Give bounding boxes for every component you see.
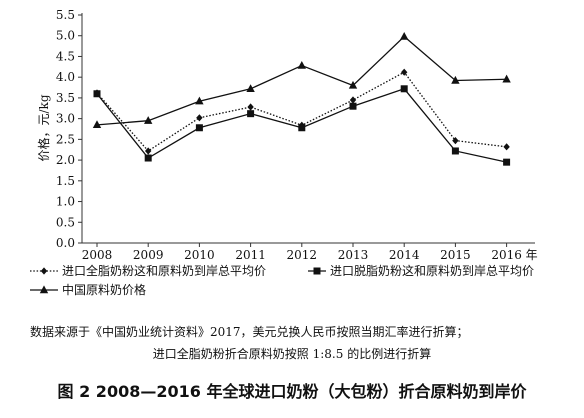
line-chart: 价格，元/kg 0.0 0.5 1.0 1.5 2.0 2.5 3.0 3.5 4.0 4.5 5.… [30,8,538,297]
y-tick-label: 0.0 [56,236,75,250]
legend-label: 中国原料奶价格 [62,282,146,297]
legend-item-diamond: 进口全脂奶粉这和原料奶到岸总平均价 [30,263,266,278]
data-point [196,114,203,122]
x-tick-label: 2013 [338,248,369,262]
data-point [144,116,153,124]
y-tick-label: 2.5 [56,132,75,146]
y-tick-label: 2.0 [56,153,75,167]
data-point [348,80,358,89]
y-tick-label: 1.5 [56,174,75,188]
data-point [246,84,255,92]
data-point [451,75,460,84]
data-point [195,96,204,105]
x-tick-label: 2011 [235,248,266,262]
x-tick-label: 2016 [491,248,522,262]
y-tick-label: 3.5 [56,91,75,105]
data-point [503,158,511,166]
data-point [247,103,254,111]
y-tick-label: 5.0 [56,29,75,43]
data-point [401,68,408,76]
x-tick-label: 2014 [389,248,420,262]
x-unit-label: 年 [526,248,538,262]
x-tick-label: 2010 [184,248,215,262]
data-point [92,120,102,129]
y-tick-label: 1.0 [56,195,75,209]
y-tick-label: 3.0 [56,112,75,126]
y-axis: 0.0 0.5 1.0 1.5 2.0 2.5 3.0 3.5 4.0 4.5 5.0 5.5 [56,8,83,250]
legend-item-square: 进口脱脂奶粉这和原料奶到岸总平均价 [308,263,534,278]
legend-marker [313,267,321,275]
data-point [503,143,510,151]
x-tick-label: 2015 [440,248,471,262]
y-tick-label: 5.5 [56,8,75,22]
source-note-line-2: 进口全脂奶粉折合原料奶按照 1:8.5 的比例进行折算 [152,347,432,361]
data-point [297,60,306,69]
data-point [349,102,357,110]
series-line [96,35,507,126]
series-triangle [92,31,511,129]
x-axis: 2008 2009 2010 2011 2012 2013 2014 2015 2016 年 [82,242,538,262]
legend-label: 进口脱脂奶粉这和原料奶到岸总平均价 [330,263,534,278]
x-tick-label: 2012 [287,248,318,262]
x-tick-label: 2008 [82,248,113,262]
series-group [92,31,511,166]
data-point [298,124,306,132]
legend: 进口全脂奶粉这和原料奶到岸总平均价 进口脱脂奶粉这和原料奶到岸总平均价中国原料奶价… [30,263,534,297]
series-square [93,85,511,166]
data-point [145,147,152,155]
data-point [400,85,408,93]
data-point [452,137,459,145]
data-point [349,96,357,104]
y-tick-label: 4.5 [56,49,75,63]
data-point [451,147,459,155]
data-point [195,124,203,132]
y-tick-label: 4.0 [56,70,75,84]
legend-marker [40,267,48,275]
data-point [502,74,511,83]
legend-item-triangle: 中国原料奶价格 [30,282,146,297]
data-point [400,31,409,40]
legend-label: 进口全脂奶粉这和原料奶到岸总平均价 [62,263,266,278]
y-axis-label: 价格，元/kg [36,94,51,161]
data-point [144,154,152,162]
data-point [93,90,101,98]
data-point [247,110,255,118]
x-tick-label: 2009 [133,248,164,262]
figure-caption: 图 2 2008—2016 年全球进口奶粉（大包粉）折合原料奶到岸价 [57,382,527,401]
y-tick-label: 0.5 [56,215,75,229]
legend-marker [39,285,49,294]
source-note-line-1: 数据来源于《中国奶业统计资料》2017，美元兑换人民币按照当期汇率进行折算； [30,325,469,339]
